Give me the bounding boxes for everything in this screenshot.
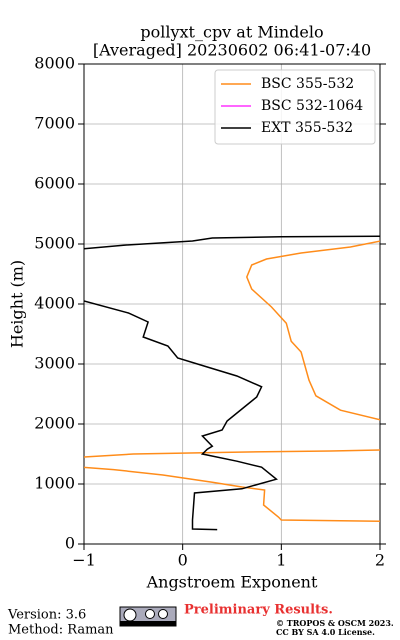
- license-logo: [119, 606, 177, 627]
- legend-label: BSC 532-1064: [261, 98, 363, 114]
- x-tick-label: 2: [375, 551, 385, 570]
- version: Version: 3.6: [7, 608, 86, 623]
- x-tick-label: −1: [72, 551, 96, 570]
- y-tick-label: 4000: [34, 294, 75, 313]
- y-tick-label: 1000: [34, 474, 75, 493]
- x-tick-label: 0: [178, 551, 188, 570]
- x-tick-label: 1: [276, 551, 286, 570]
- profile-line: [84, 235, 380, 531]
- legend-box: [214, 69, 376, 145]
- y-tick-label: 8000: [34, 54, 75, 73]
- y-axis-label: Height (m): [8, 260, 27, 348]
- legend-label: BSC 355-532: [261, 76, 354, 92]
- profile-line: [84, 240, 380, 522]
- chart-title: pollyxt_cpv at Mindelo: [140, 23, 323, 42]
- y-tick-label: 7000: [34, 114, 75, 133]
- y-tick-label: 0: [65, 534, 75, 553]
- y-tick-label: 3000: [34, 354, 75, 373]
- method: Method: Raman: [8, 623, 114, 638]
- plot-frame: [83, 63, 381, 545]
- y-tick-label: 2000: [34, 414, 75, 433]
- y-tick-label: 6000: [34, 174, 75, 193]
- license: CC BY SA 4.0 License.: [276, 627, 375, 637]
- license: © TROPOS & OSCM 2023.: [276, 618, 394, 628]
- x-axis-label: Angstroem Exponent: [146, 573, 318, 592]
- y-tick-label: 5000: [34, 234, 75, 253]
- chart-title: [Averaged] 20230602 06:41-07:40: [93, 41, 371, 60]
- legend-label: EXT 355-532: [261, 120, 353, 136]
- status: Preliminary Results.: [184, 603, 333, 618]
